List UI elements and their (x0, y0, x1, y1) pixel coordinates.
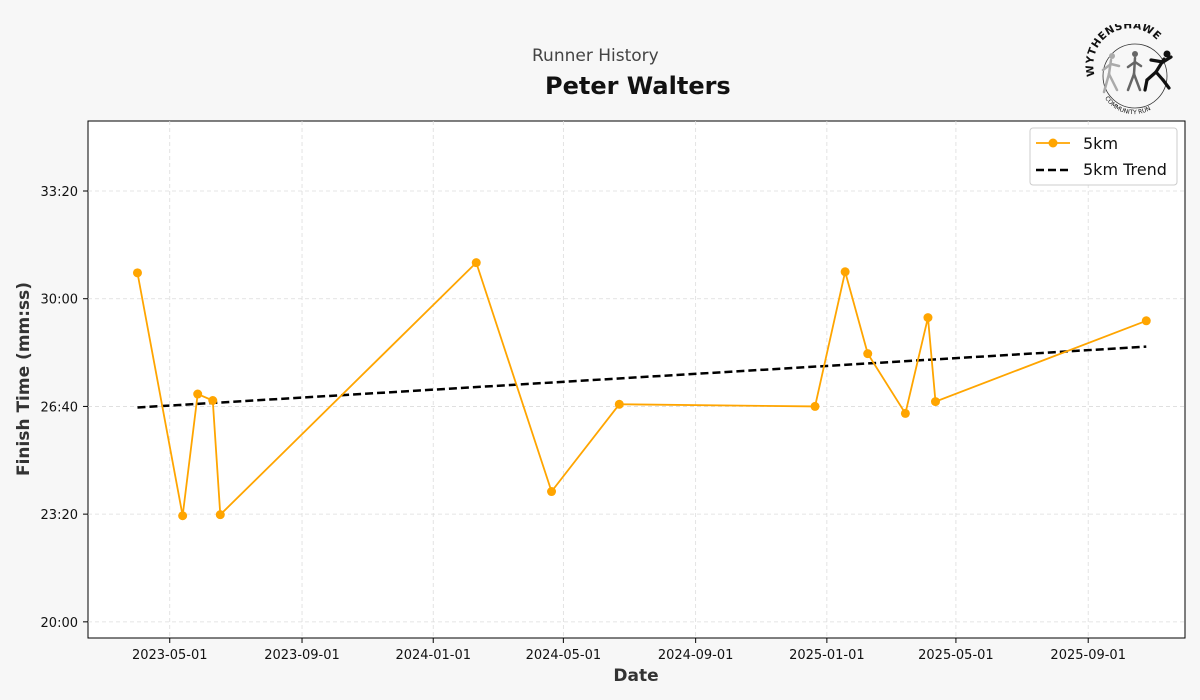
y-axis-ticks: 20:00 23:20 26:40 30:00 33:20 (41, 185, 88, 631)
logo-bottom-text: COMMUNITY RUN (1103, 95, 1152, 116)
data-point-5km (215, 510, 225, 520)
x-tick-label: 2025-01-01 (789, 648, 865, 663)
x-axis-ticks: 2023-05-01 2023-09-01 2024-01-01 2024-05-01… (132, 638, 1126, 663)
y-tick-label: 30:00 (41, 293, 78, 308)
legend-label-trend: 5km Trend (1083, 160, 1167, 179)
x-tick-label: 2023-09-01 (264, 648, 340, 663)
x-tick-label: 2024-01-01 (395, 648, 471, 663)
logo-top-text: WYTHENSHAWE (1085, 24, 1163, 77)
x-tick-label: 2023-05-01 (132, 648, 208, 663)
data-point-5km (547, 487, 557, 497)
data-point-5km (840, 267, 850, 277)
gridlines (88, 121, 1185, 638)
y-axis-label: Finish Time (mm:ss) (14, 282, 34, 476)
legend-label-5km: 5km (1083, 134, 1118, 153)
data-point-5km (178, 511, 188, 521)
y-tick-label: 33:20 (41, 185, 78, 200)
chart-subtitle: Runner History (532, 46, 659, 66)
y-tick-label: 26:40 (41, 400, 78, 415)
legend-marker-5km (1048, 138, 1058, 148)
plot-area (87, 120, 1186, 639)
y-tick-label: 20:00 (41, 616, 78, 631)
data-point-5km (900, 408, 910, 418)
data-point-5km (930, 397, 940, 407)
chart-title: Peter Walters (545, 72, 731, 100)
x-tick-label: 2025-09-01 (1050, 648, 1126, 663)
data-point-5km (193, 389, 203, 399)
series-group (132, 258, 1151, 521)
data-point-5km (471, 258, 481, 268)
data-point-5km (863, 349, 873, 359)
data-point-5km (810, 401, 820, 411)
x-tick-label: 2024-05-01 (526, 648, 602, 663)
y-tick-label: 23:20 (41, 508, 78, 523)
wythenshawe-logo: WYTHENSHAWE COMMUNITY RUN (1085, 24, 1173, 116)
data-point-5km (208, 396, 218, 406)
data-point-5km (923, 313, 933, 323)
data-point-5km (132, 268, 142, 278)
data-point-5km (614, 399, 624, 409)
legend: 5km 5km Trend (1029, 127, 1178, 186)
trend-line (137, 345, 1147, 409)
svg-text:COMMUNITY RUN: COMMUNITY RUN (1103, 95, 1152, 116)
data-point-5km (1141, 316, 1151, 326)
runner-silhouettes (1101, 50, 1173, 94)
x-tick-label: 2025-05-01 (918, 648, 994, 663)
svg-text:WYTHENSHAWE: WYTHENSHAWE (1085, 24, 1164, 77)
x-tick-label: 2024-09-01 (658, 648, 734, 663)
x-axis-label: Date (613, 666, 658, 686)
